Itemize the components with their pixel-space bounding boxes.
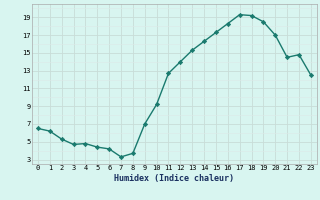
X-axis label: Humidex (Indice chaleur): Humidex (Indice chaleur) — [115, 174, 234, 183]
